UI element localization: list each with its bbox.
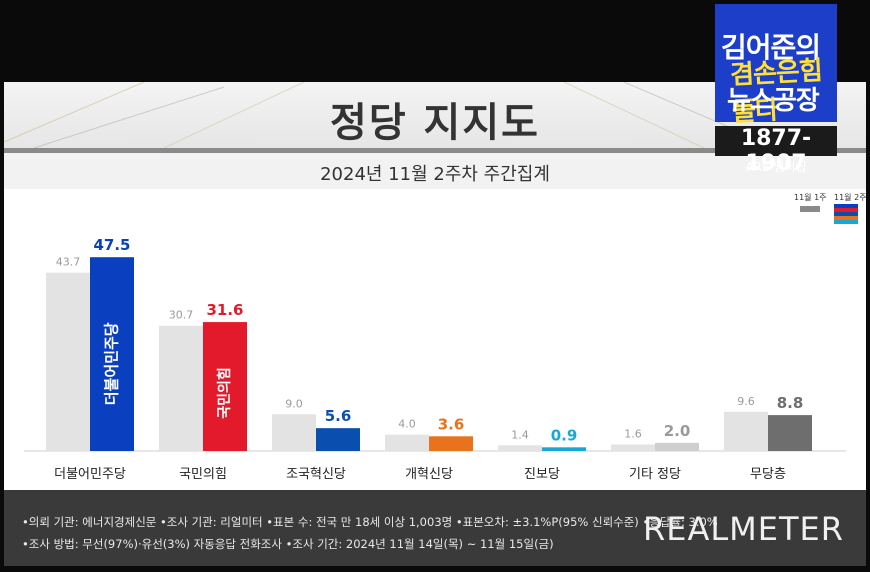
label-curr-0: 47.5 [93,236,130,254]
chart-subtitle: 2024년 11월 2주차 주간집계 [320,164,550,185]
label-curr-4: 0.9 [551,426,578,444]
bar-badge-1: 국민의힘 [216,367,233,419]
logo-line3: 뉴스공장 [727,86,820,116]
label-prev-1: 30.7 [169,309,194,322]
bar-curr-2 [316,428,360,451]
tick-label-5: 기타 정당 [629,467,681,482]
label-prev-2: 9.0 [285,397,303,410]
show-logo: 김어준의 겸손은힘들다 뉴스공장 [715,4,837,128]
legend-curr-swatch [834,204,858,224]
bar-curr-3 [429,436,473,451]
subtitle-bar [4,153,866,189]
legend-prev-label: 11월 1주 [794,193,827,202]
footer-survey-method: •조사 방법: 무선(97%)·유선(3%) 자동응답 전화조사 •조사 기간:… [22,537,554,551]
bar-prev-6 [724,411,768,451]
footer-survey-info: •의뢰 기관: 에너지경제신문 •조사 기관: 리얼미터 •표본 수: 전국 만… [22,515,718,529]
bar-prev-3 [385,434,429,451]
tick-label-6: 무당층 [750,467,786,482]
bar-prev-1 [159,325,203,451]
bar-chart: 43.7 47.5 더불어민주당 30.7 31.6 국민의힘 9.0 5.6 조국혁신당 4.0… [24,236,846,482]
bar-prev-2 [272,414,316,451]
label-curr-3: 3.6 [438,415,465,433]
bar-prev-0 [46,272,90,451]
divider [4,148,866,153]
logo-line1: 김어준의 [721,31,821,64]
label-prev-4: 1.4 [511,428,529,441]
ars-membership: ARS 멤버십 [745,160,807,174]
page-title: 정당 지지도 [330,100,540,146]
bar-curr-0 [90,257,134,451]
bar-prev-5 [611,444,655,451]
bar-curr-1 [203,322,247,451]
legend-curr-label: 11월 2주 [834,193,866,202]
bar-curr-4 [542,447,586,451]
tick-label-2: 조국혁신당 [286,467,346,482]
label-prev-5: 1.6 [624,427,642,440]
label-curr-2: 5.6 [325,407,352,425]
bar-badge-0: 더불어민주당 [103,322,121,405]
realmeter-logo: REALMETER [643,510,844,548]
tick-label-4: 진보당 [524,467,560,482]
label-prev-0: 43.7 [56,256,81,269]
bar-curr-6 [768,415,812,451]
tick-label-3: 개혁신당 [405,467,453,482]
label-prev-3: 4.0 [398,418,416,431]
phone-number: 1877-1907 [715,126,837,176]
label-curr-6: 8.8 [777,394,804,412]
label-prev-6: 9.6 [737,395,755,408]
bar-curr-5 [655,442,699,451]
tick-label-1: 국민의힘 [179,467,227,482]
tick-label-0: 더불어민주당 [54,467,126,482]
label-curr-5: 2.0 [664,422,691,440]
legend-prev-swatch [800,206,820,212]
bar-prev-4 [498,445,542,451]
footer: •의뢰 기관: 에너지경제신문 •조사 기관: 리얼미터 •표본 수: 전국 만… [4,490,866,566]
label-curr-1: 31.6 [206,301,243,319]
